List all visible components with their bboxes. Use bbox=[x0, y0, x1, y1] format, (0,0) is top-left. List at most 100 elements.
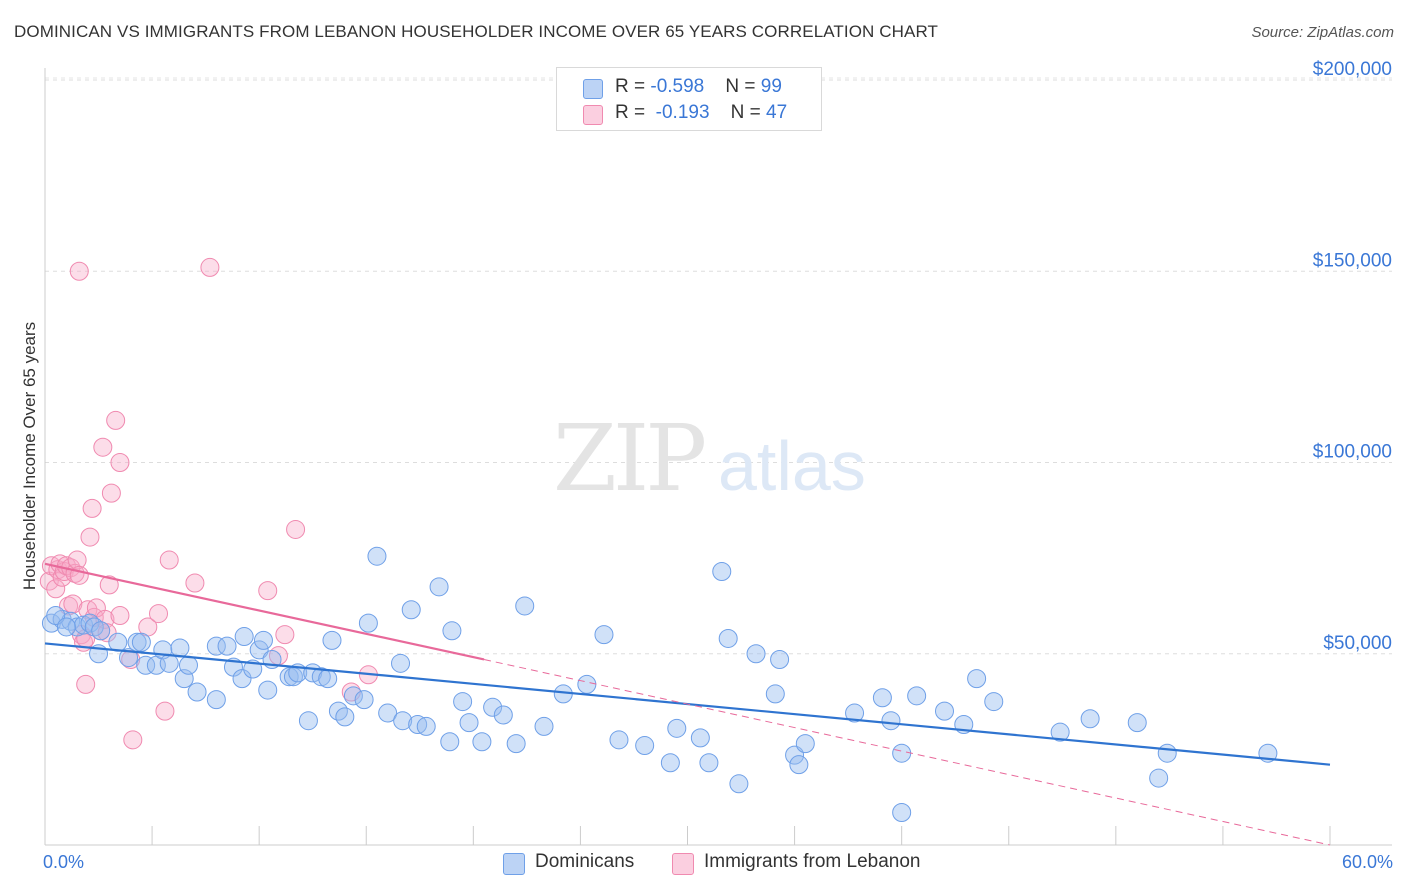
y-tick-labels: $50,000 $100,000 $150,000 $200,000 bbox=[1313, 59, 1392, 654]
point-dominicans-65 bbox=[595, 626, 613, 644]
point-dominicans-26 bbox=[235, 628, 253, 646]
point-lebanon-28 bbox=[102, 484, 120, 502]
point-dominicans-39 bbox=[323, 631, 341, 649]
point-lebanon-37 bbox=[160, 551, 178, 569]
point-dominicans-75 bbox=[747, 645, 765, 663]
point-dominicans-68 bbox=[661, 754, 679, 772]
series-dominicans-points bbox=[42, 547, 1276, 821]
point-lebanon-31 bbox=[111, 607, 129, 625]
point-dominicans-79 bbox=[790, 756, 808, 774]
legend-n-label: N = bbox=[725, 76, 760, 97]
point-dominicans-43 bbox=[355, 691, 373, 709]
point-dominicans-60 bbox=[507, 735, 525, 753]
point-dominicans-45 bbox=[368, 547, 386, 565]
watermark-atlas: atlas bbox=[718, 427, 866, 505]
point-dominicans-52 bbox=[430, 578, 448, 596]
point-dominicans-77 bbox=[771, 650, 789, 668]
point-dominicans-51 bbox=[417, 717, 435, 735]
point-dominicans-93 bbox=[1128, 714, 1146, 732]
point-lebanon-40 bbox=[201, 258, 219, 276]
point-dominicans-70 bbox=[691, 729, 709, 747]
legend-n-label: N = bbox=[731, 102, 766, 123]
point-lebanon-19 bbox=[81, 528, 99, 546]
point-dominicans-35 bbox=[299, 712, 317, 730]
point-lebanon-44 bbox=[287, 520, 305, 538]
scatter-plot: ZIP atlas $50,000 $100,000 $150,000 $200,00… bbox=[0, 0, 1406, 892]
point-dominicans-61 bbox=[516, 597, 534, 615]
watermark-zip: ZIP bbox=[553, 405, 704, 512]
point-dominicans-66 bbox=[610, 731, 628, 749]
bottom-legend-swatch-lebanon bbox=[672, 853, 694, 875]
point-lebanon-38 bbox=[186, 574, 204, 592]
point-dominicans-16 bbox=[160, 654, 178, 672]
legend-r-label: R = bbox=[615, 102, 650, 123]
point-dominicans-54 bbox=[443, 622, 461, 640]
bottom-legend-swatch-dominicans bbox=[503, 853, 525, 875]
stats-legend: R = -0.598 N = 99 R = -0.193 N = 47 bbox=[556, 67, 822, 131]
point-dominicans-30 bbox=[259, 681, 277, 699]
point-dominicans-94 bbox=[1150, 769, 1168, 787]
point-dominicans-95 bbox=[1158, 744, 1176, 762]
point-dominicans-72 bbox=[713, 563, 731, 581]
point-dominicans-7 bbox=[92, 622, 110, 640]
y-tick-label-0: $50,000 bbox=[1323, 633, 1392, 654]
point-lebanon-29 bbox=[107, 411, 125, 429]
legend-swatch-dominicans bbox=[583, 79, 603, 99]
point-dominicans-41 bbox=[336, 708, 354, 726]
point-dominicans-67 bbox=[636, 737, 654, 755]
point-dominicans-62 bbox=[535, 717, 553, 735]
point-dominicans-56 bbox=[460, 714, 478, 732]
x-tick-max: 60.0% bbox=[1342, 852, 1393, 873]
point-dominicans-76 bbox=[766, 685, 784, 703]
point-dominicans-71 bbox=[700, 754, 718, 772]
point-lebanon-35 bbox=[150, 605, 168, 623]
point-dominicans-53 bbox=[441, 733, 459, 751]
point-dominicans-49 bbox=[402, 601, 420, 619]
point-dominicans-86 bbox=[908, 687, 926, 705]
point-dominicans-87 bbox=[936, 702, 954, 720]
point-dominicans-19 bbox=[179, 656, 197, 674]
point-dominicans-22 bbox=[207, 691, 225, 709]
point-dominicans-12 bbox=[132, 633, 150, 651]
y-tick-label-3: $200,000 bbox=[1313, 59, 1392, 80]
point-dominicans-74 bbox=[730, 775, 748, 793]
point-dominicans-17 bbox=[171, 639, 189, 657]
point-dominicans-38 bbox=[319, 670, 337, 688]
point-dominicans-23 bbox=[218, 637, 236, 655]
legend-r-value-dominicans: -0.598 bbox=[650, 76, 704, 97]
y-tick-label-2: $150,000 bbox=[1313, 250, 1392, 271]
point-dominicans-9 bbox=[109, 633, 127, 651]
point-dominicans-57 bbox=[473, 733, 491, 751]
point-dominicans-69 bbox=[668, 719, 686, 737]
point-dominicans-73 bbox=[719, 629, 737, 647]
point-dominicans-55 bbox=[454, 693, 472, 711]
point-lebanon-24 bbox=[94, 438, 112, 456]
point-lebanon-33 bbox=[124, 731, 142, 749]
point-lebanon-20 bbox=[83, 499, 101, 517]
point-lebanon-36 bbox=[156, 702, 174, 720]
point-dominicans-47 bbox=[392, 654, 410, 672]
point-dominicans-90 bbox=[985, 693, 1003, 711]
point-dominicans-85 bbox=[893, 803, 911, 821]
point-lebanon-43 bbox=[276, 626, 294, 644]
y-axis-label: Householder Income Over 65 years bbox=[20, 322, 40, 590]
point-dominicans-82 bbox=[873, 689, 891, 707]
y-tick-label-1: $100,000 bbox=[1313, 442, 1392, 463]
point-dominicans-80 bbox=[796, 735, 814, 753]
point-dominicans-29 bbox=[254, 631, 272, 649]
bottom-legend-label-lebanon: Immigrants from Lebanon bbox=[704, 851, 921, 873]
point-dominicans-83 bbox=[882, 712, 900, 730]
legend-r-value-lebanon: -0.193 bbox=[656, 102, 710, 123]
x-tick-min: 0.0% bbox=[43, 852, 84, 873]
point-lebanon-39 bbox=[70, 262, 88, 280]
point-dominicans-98 bbox=[57, 618, 75, 636]
legend-swatch-lebanon bbox=[583, 105, 603, 125]
point-lebanon-30 bbox=[111, 454, 129, 472]
trend-lines bbox=[45, 564, 1330, 845]
point-dominicans-59 bbox=[494, 706, 512, 724]
legend-r-label: R = bbox=[615, 76, 650, 97]
point-dominicans-44 bbox=[359, 614, 377, 632]
legend-n-value-lebanon: 47 bbox=[766, 102, 787, 123]
point-lebanon-41 bbox=[259, 582, 277, 600]
bottom-legend-label-dominicans: Dominicans bbox=[535, 851, 634, 873]
